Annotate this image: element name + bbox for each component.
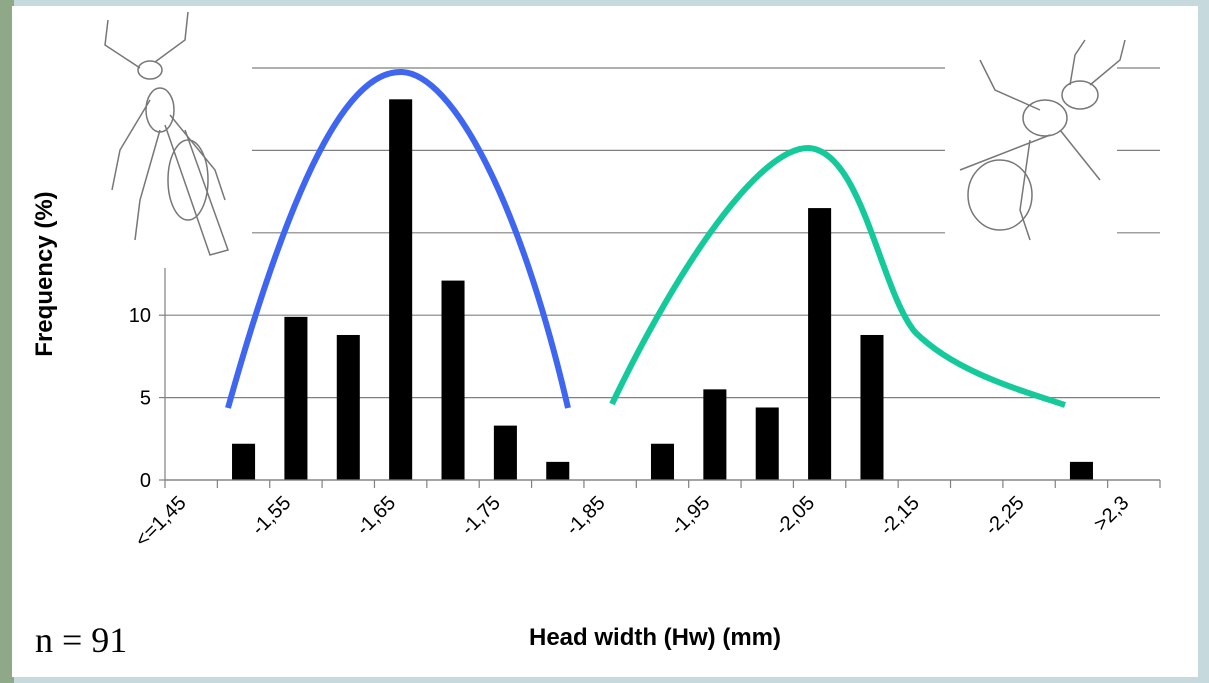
y-tick-label: 0 — [140, 470, 151, 492]
y-tick-label: 5 — [140, 388, 151, 410]
bar — [755, 407, 779, 480]
bar — [650, 443, 675, 480]
y-tick-label: 10 — [129, 305, 151, 327]
bar — [284, 316, 308, 480]
bar — [441, 280, 465, 480]
fit-curve — [609, 144, 1066, 408]
bar — [493, 425, 517, 480]
annotation: n = 91 — [35, 620, 127, 660]
y-axis-title: Frequency (%) — [31, 191, 58, 356]
left-strip — [0, 0, 14, 683]
bar — [546, 461, 570, 480]
x-axis-title: Head width (Hw) (mm) — [529, 624, 781, 651]
ant-illustration — [82, 11, 1126, 268]
bar — [389, 99, 413, 480]
fit-curve — [225, 68, 571, 409]
bar — [860, 334, 884, 480]
bar — [336, 334, 360, 480]
bar — [232, 443, 256, 480]
bar — [1069, 461, 1093, 480]
bar — [808, 208, 832, 480]
bar — [703, 389, 727, 480]
